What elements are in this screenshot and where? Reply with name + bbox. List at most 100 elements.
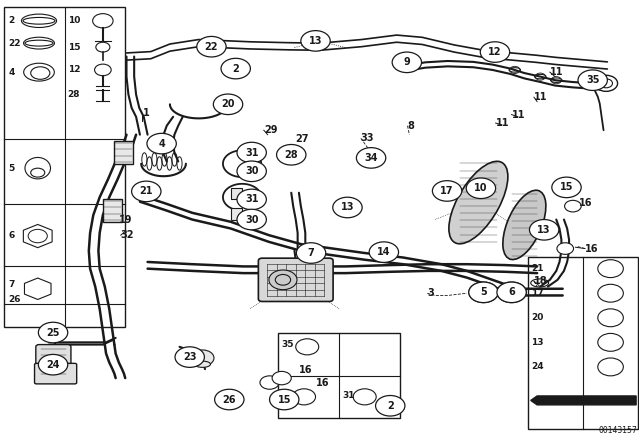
Text: 4: 4 xyxy=(158,138,165,149)
Circle shape xyxy=(468,282,498,302)
Text: 27: 27 xyxy=(296,134,309,144)
Text: 11: 11 xyxy=(495,118,509,128)
Text: 20: 20 xyxy=(531,313,544,322)
Text: 33: 33 xyxy=(361,133,374,143)
Circle shape xyxy=(356,148,386,168)
Text: 20: 20 xyxy=(221,99,235,109)
Text: 22: 22 xyxy=(205,42,218,52)
Circle shape xyxy=(301,30,330,51)
Circle shape xyxy=(369,242,399,263)
Circle shape xyxy=(132,181,161,202)
Text: 35: 35 xyxy=(282,340,294,349)
Text: 13: 13 xyxy=(531,338,544,347)
Text: 13: 13 xyxy=(538,225,551,235)
Text: 31: 31 xyxy=(245,194,259,204)
Text: 30: 30 xyxy=(282,392,294,401)
Text: 2: 2 xyxy=(387,401,394,411)
Text: 18: 18 xyxy=(534,276,548,286)
Text: 3: 3 xyxy=(428,288,434,298)
Text: 9: 9 xyxy=(403,57,410,67)
Circle shape xyxy=(237,142,266,163)
Text: 11: 11 xyxy=(534,92,547,102)
Circle shape xyxy=(296,243,326,263)
Text: 16: 16 xyxy=(579,198,592,208)
Ellipse shape xyxy=(449,161,508,244)
Text: 24: 24 xyxy=(531,362,544,371)
Circle shape xyxy=(480,42,509,62)
FancyBboxPatch shape xyxy=(4,8,125,327)
Text: 22: 22 xyxy=(8,39,21,47)
Polygon shape xyxy=(531,396,636,405)
Circle shape xyxy=(552,177,581,198)
Text: 10: 10 xyxy=(474,183,488,193)
Text: 15: 15 xyxy=(68,43,80,52)
Text: 35: 35 xyxy=(586,75,600,85)
Text: 12: 12 xyxy=(488,47,502,57)
FancyBboxPatch shape xyxy=(278,333,400,418)
Text: 13: 13 xyxy=(308,36,323,46)
Circle shape xyxy=(38,354,68,375)
Circle shape xyxy=(557,243,573,254)
Circle shape xyxy=(497,282,526,302)
Circle shape xyxy=(497,282,526,302)
Text: 26: 26 xyxy=(8,295,21,305)
Text: 34: 34 xyxy=(364,153,378,163)
Circle shape xyxy=(529,220,559,240)
Text: 29: 29 xyxy=(264,125,277,135)
Text: 25: 25 xyxy=(46,327,60,337)
Text: 17: 17 xyxy=(531,289,544,298)
Text: 10: 10 xyxy=(68,16,80,25)
Text: 30: 30 xyxy=(245,215,259,224)
FancyBboxPatch shape xyxy=(35,363,77,384)
Circle shape xyxy=(272,371,291,385)
Text: 15: 15 xyxy=(560,182,573,192)
Text: 13: 13 xyxy=(340,202,354,212)
Text: 7: 7 xyxy=(308,248,314,258)
Text: 6: 6 xyxy=(8,231,15,240)
Ellipse shape xyxy=(195,361,211,367)
Text: 16: 16 xyxy=(585,244,598,254)
FancyBboxPatch shape xyxy=(527,258,638,430)
Text: 5: 5 xyxy=(8,164,15,172)
Text: 11: 11 xyxy=(511,110,525,120)
Text: 7: 7 xyxy=(8,280,15,289)
Text: 24: 24 xyxy=(46,360,60,370)
Text: 16: 16 xyxy=(299,365,312,375)
Circle shape xyxy=(468,282,498,302)
Circle shape xyxy=(379,398,402,414)
Text: 2: 2 xyxy=(232,64,239,73)
Circle shape xyxy=(175,347,204,367)
Circle shape xyxy=(214,389,244,410)
Text: 30: 30 xyxy=(245,166,259,177)
Text: 26: 26 xyxy=(223,395,236,405)
Circle shape xyxy=(213,94,243,115)
FancyBboxPatch shape xyxy=(285,146,296,159)
Text: 19: 19 xyxy=(119,215,132,224)
Circle shape xyxy=(564,200,581,212)
Circle shape xyxy=(147,134,176,154)
FancyBboxPatch shape xyxy=(36,345,71,378)
Ellipse shape xyxy=(503,190,546,259)
Text: 11: 11 xyxy=(550,67,563,77)
Text: 31: 31 xyxy=(245,147,259,158)
FancyBboxPatch shape xyxy=(103,199,122,222)
Text: 6: 6 xyxy=(508,287,515,297)
Circle shape xyxy=(333,197,362,218)
Text: 1: 1 xyxy=(143,108,149,118)
Circle shape xyxy=(392,52,422,73)
Text: 5: 5 xyxy=(480,287,487,297)
Circle shape xyxy=(433,181,462,201)
Text: 14: 14 xyxy=(377,247,390,257)
Circle shape xyxy=(260,376,279,389)
Text: 15: 15 xyxy=(278,395,291,405)
Text: 28: 28 xyxy=(68,90,80,99)
Circle shape xyxy=(221,58,250,79)
Circle shape xyxy=(376,396,405,416)
Text: 21: 21 xyxy=(140,186,153,196)
Text: 23: 23 xyxy=(183,352,196,362)
FancyBboxPatch shape xyxy=(114,142,133,164)
Text: 00143157: 00143157 xyxy=(598,426,637,435)
Text: 16: 16 xyxy=(316,378,330,388)
Text: 12: 12 xyxy=(68,65,80,74)
Circle shape xyxy=(191,350,214,366)
